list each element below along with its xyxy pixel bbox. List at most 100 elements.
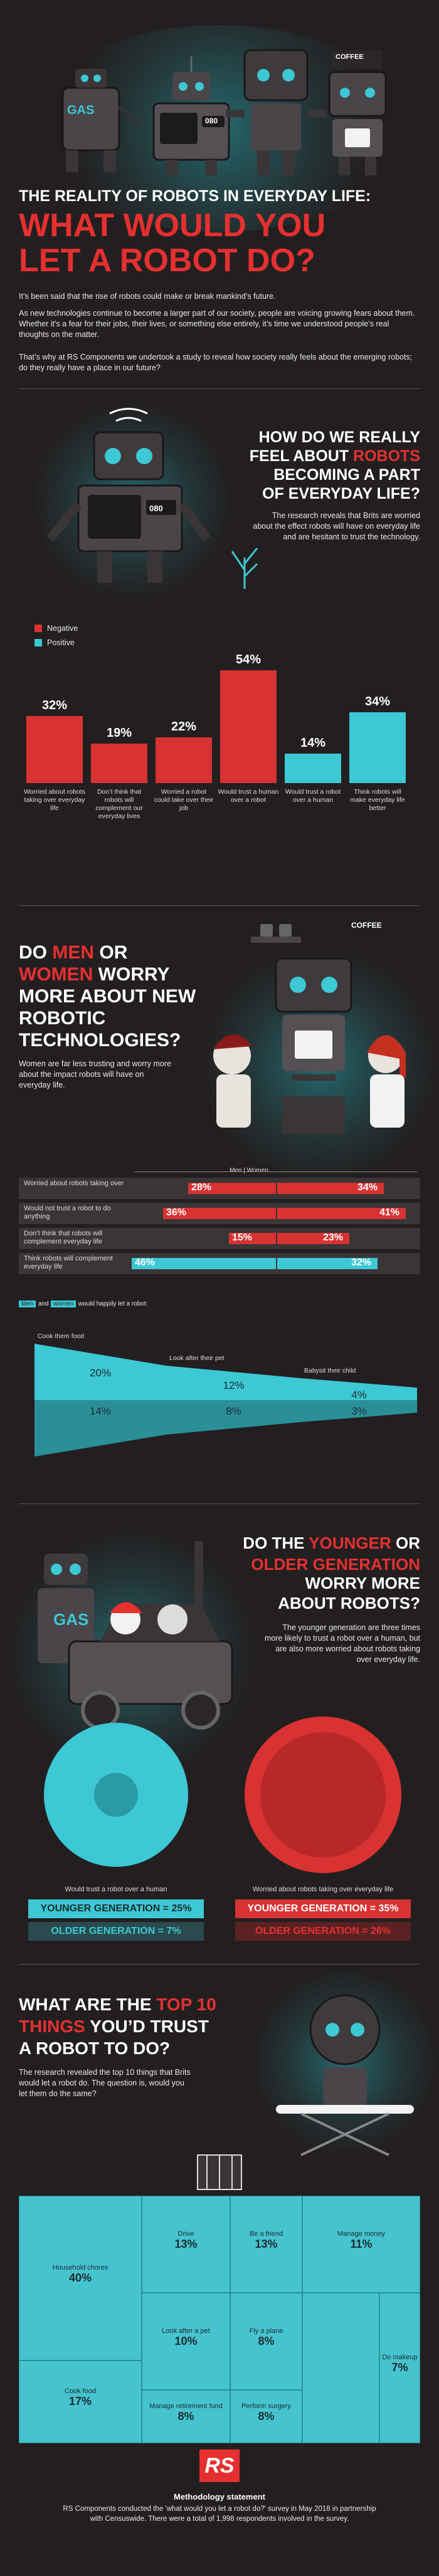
men-bar: [188, 1183, 276, 1194]
feel-section: 080 HOW DO WE REALLY FEEL ABOUT ROBOTS B…: [0, 395, 439, 908]
funnel-men-value: 20%: [89, 1367, 112, 1379]
treemap-tile-label: Manage money: [337, 2230, 385, 2238]
funnel-intro: Men and women would happily let a robot:: [19, 1298, 147, 1309]
top10-treemap: Household chores 40% Cook food 17% Drive 13% B…: [19, 2196, 420, 2443]
women-bar: [277, 1208, 406, 1219]
legend-positive-swatch: [34, 639, 42, 647]
funnel-women-segment: [166, 1400, 301, 1435]
generation-heading-younger: YOUNGER: [309, 1534, 391, 1552]
legend-negative-swatch: [34, 625, 42, 632]
women-bar: [277, 1233, 349, 1244]
funnel-men-segment: [301, 1378, 417, 1400]
bar-category-label: Would trust a human over a robot: [218, 788, 279, 804]
feel-heading-d: OF EVERYDAY LIFE?: [262, 485, 420, 502]
gender-heading-do: DO: [19, 942, 47, 963]
gender-heading-women: WOMEN: [19, 964, 93, 985]
gas-label: GAS: [67, 103, 95, 117]
bar-value-label: 14%: [300, 736, 326, 750]
funnel-women-segment: [301, 1400, 417, 1422]
bar-3: [156, 737, 212, 783]
gender-heading-4: ROBOTIC: [19, 1008, 106, 1029]
coffee-robot-icon: [328, 50, 387, 175]
title-line-2: WHAT WOULD YOU: [19, 207, 326, 244]
top10-heading-things: THINGS: [19, 2017, 85, 2036]
gender-section: COFFEE DO MEN OR WOMEN WORRY MORE ABOUT …: [0, 908, 439, 1522]
top10-body: The research revealed the top 10 things …: [19, 2068, 191, 2098]
top10-heading-what: WHAT ARE THE: [19, 1995, 152, 2014]
divider: [19, 388, 420, 389]
feel-heading-c: BECOMING A PART: [273, 466, 420, 484]
funnel-men-value: 4%: [351, 1389, 367, 1401]
bar-category-label: Think robots will make everyday life bet…: [350, 788, 405, 813]
feel-heading-b-text: FEEL ABOUT: [249, 447, 349, 465]
gender-row-label: Worried about robots taking over: [24, 1180, 124, 1187]
generation-body: The younger generation are three times m…: [264, 1623, 420, 1664]
generation-heading-4: ABOUT ROBOTS?: [278, 1594, 420, 1613]
treemap-tile: Perform surgery 8%: [230, 2390, 302, 2443]
top10-heading-2: THINGS YOU’D TRUST: [19, 2017, 209, 2035]
gender-row-label: Think robots will complement everyday li…: [24, 1255, 113, 1271]
treemap-tile-label: Do makeup: [382, 2354, 418, 2361]
funnel-intro-rest: would happily let a robot:: [78, 1301, 148, 1307]
women-bar: [277, 1258, 378, 1269]
treemap-tile: Drive 13%: [142, 2196, 230, 2293]
funnel-women-value: 3%: [351, 1405, 367, 1417]
legend-positive-label: Positive: [47, 638, 75, 647]
tall-robot-icon: [226, 49, 326, 175]
bar-category-label: Don’t think that robots will complement …: [95, 788, 143, 821]
funnel-women-value: 14%: [89, 1405, 112, 1417]
treemap-tile: Household chores 40%: [19, 2196, 142, 2360]
top10-section: WHAT ARE THE TOP 10 THINGS YOU’D TRUST A…: [0, 1967, 439, 2443]
funnel-step-label: Cook them food: [38, 1332, 85, 1340]
bar-5: [285, 754, 341, 783]
laundry-basket-icon: [197, 2154, 242, 2190]
treemap-tile: Fly a plane 8%: [230, 2293, 302, 2390]
bar-category-label: Would trust a robot over a human: [285, 788, 341, 804]
trust-caption: Would trust a robot over a human: [65, 1886, 167, 1893]
coffee-robot-illustration: [213, 924, 406, 1134]
legend-negative-label: Negative: [47, 624, 78, 633]
header-section: GAS 080 COFFEE THE REALITY OF ROBOTS IN …: [0, 0, 439, 395]
funnel-shapes: [34, 1344, 417, 1457]
funnel-step-label: Look after their pet: [169, 1354, 225, 1362]
old-trust-circle: [94, 1773, 138, 1817]
women-bar: [277, 1183, 384, 1194]
treemap-tile-label: Perform surgery: [241, 2402, 291, 2410]
oven-robot-label: 080: [149, 504, 163, 513]
bar-category-label: Worried a robot could take over their jo…: [154, 788, 214, 813]
treemap-tile-label: Be a friend: [249, 2230, 283, 2238]
oven-robot-illustration: [46, 408, 211, 583]
treemap-tile-value: 40%: [68, 2271, 92, 2284]
treemap-tile-value: 13%: [174, 2237, 198, 2250]
generation-heading-2: OLDER GENERATION: [251, 1555, 420, 1574]
bar-value-label: 54%: [235, 653, 262, 667]
funnel-men-segment: [34, 1344, 166, 1400]
methodology-statement: RS Components conducted the 'what would …: [63, 2505, 376, 2523]
oven-robot-icon: [152, 56, 230, 175]
divider: [19, 1964, 420, 1965]
gender-heading-men: MEN: [52, 942, 95, 963]
car-robot-illustration: [38, 1541, 233, 1730]
title-line-1: THE REALITY OF ROBOTS IN EVERYDAY LIFE:: [19, 187, 371, 205]
treemap-tile: Cook food 17%: [19, 2360, 142, 2443]
bar-value-label: 32%: [41, 699, 68, 713]
men-bar: [132, 1258, 276, 1269]
treemap-tile-label: Household chores: [52, 2263, 108, 2272]
gender-row: [19, 1228, 420, 1249]
treemap-tile-value: 8%: [258, 2334, 275, 2347]
gender-row-label: Don’t think that robots will complement …: [24, 1230, 103, 1246]
treemap-tile: Manage retirement fund 8%: [142, 2390, 230, 2443]
gender-heading-1: DO MEN OR: [19, 943, 127, 963]
feel-heading-b: FEEL ABOUT ROBOTS: [226, 448, 420, 464]
treemap-tile: Manage money 11%: [302, 2196, 420, 2293]
car-gas-label: GAS: [53, 1610, 89, 1629]
worry-caption: Worried about robots taking over everyda…: [252, 1886, 394, 1893]
funnel-women-segment: [34, 1400, 166, 1457]
trust-older-badge: OLDER GENERATION = 7%: [28, 1922, 204, 1941]
worry-older-badge: OLDER GENERATION = 26%: [235, 1922, 411, 1941]
gender-scale-line: [135, 1171, 417, 1172]
treemap-tile-value: 17%: [68, 2395, 92, 2407]
funnel-intro-men: Men: [19, 1301, 36, 1307]
robot-group-illustration: [61, 49, 387, 175]
bar-6: [349, 712, 406, 783]
